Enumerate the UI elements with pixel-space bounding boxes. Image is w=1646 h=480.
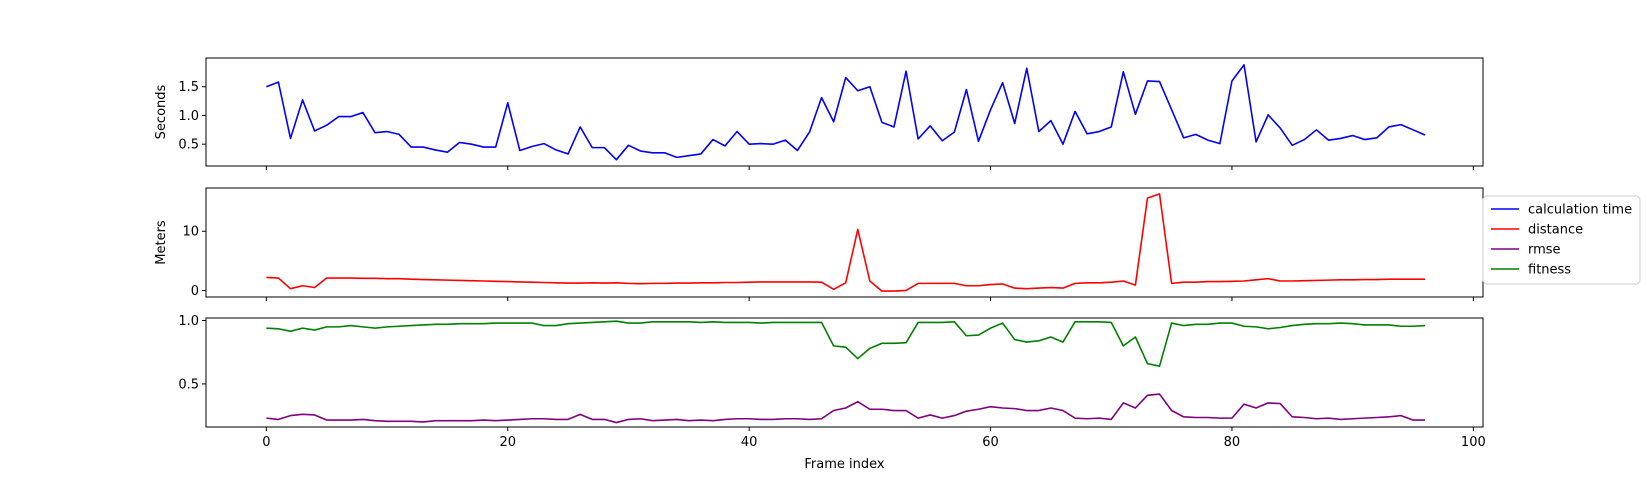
y-tick-label: 0 <box>191 284 199 299</box>
legend-label: distance <box>1528 223 1583 238</box>
y-tick-label: 10 <box>182 225 199 240</box>
axes-frame <box>205 317 1484 428</box>
y-tick-label: 0.5 <box>178 138 199 153</box>
series-line-rmse <box>266 393 1426 424</box>
legend: calculation time distance rmse fitness <box>1482 195 1641 285</box>
axes-frame <box>205 57 1484 167</box>
x-tick-label: 40 <box>741 435 758 450</box>
y-tick-label: 1.0 <box>178 109 199 124</box>
legend-label: calculation time <box>1528 203 1632 218</box>
x-tick-label: 20 <box>499 435 516 450</box>
panel-scores: 0.5 1.0 0 20 40 60 80 100 Frame index <box>178 314 1485 472</box>
x-tick-label: 80 <box>1224 435 1241 450</box>
legend-item-distance: distance <box>1491 223 1583 238</box>
series-line-distance <box>266 193 1426 292</box>
y-tick-label: 0.5 <box>178 377 199 392</box>
legend-box <box>1482 195 1641 285</box>
x-tick-label: 0 <box>262 435 270 450</box>
x-tick-label: 60 <box>982 435 999 450</box>
chart-panels: 0.5 1.0 1.5 Seconds 0 10 Meters 0.5 1.0 0 20 40 60 80… <box>154 57 1486 472</box>
y-axis-label: Meters <box>154 220 169 265</box>
legend-item-fitness: fitness <box>1491 263 1571 278</box>
series-line-calculation_time <box>266 64 1426 161</box>
y-tick-label: 1.0 <box>178 314 199 329</box>
x-tick-label: 100 <box>1461 435 1486 450</box>
legend-item-calculation_time: calculation time <box>1491 203 1632 218</box>
y-axis-label: Seconds <box>154 84 169 139</box>
panel-time: 0.5 1.0 1.5 Seconds <box>154 57 1484 170</box>
legend-item-rmse: rmse <box>1491 243 1561 258</box>
legend-label: fitness <box>1528 263 1571 278</box>
y-tick-label: 1.5 <box>178 80 199 95</box>
x-axis-label: Frame index <box>804 457 885 472</box>
legend-label: rmse <box>1528 243 1561 258</box>
series-line-fitness <box>266 320 1426 367</box>
